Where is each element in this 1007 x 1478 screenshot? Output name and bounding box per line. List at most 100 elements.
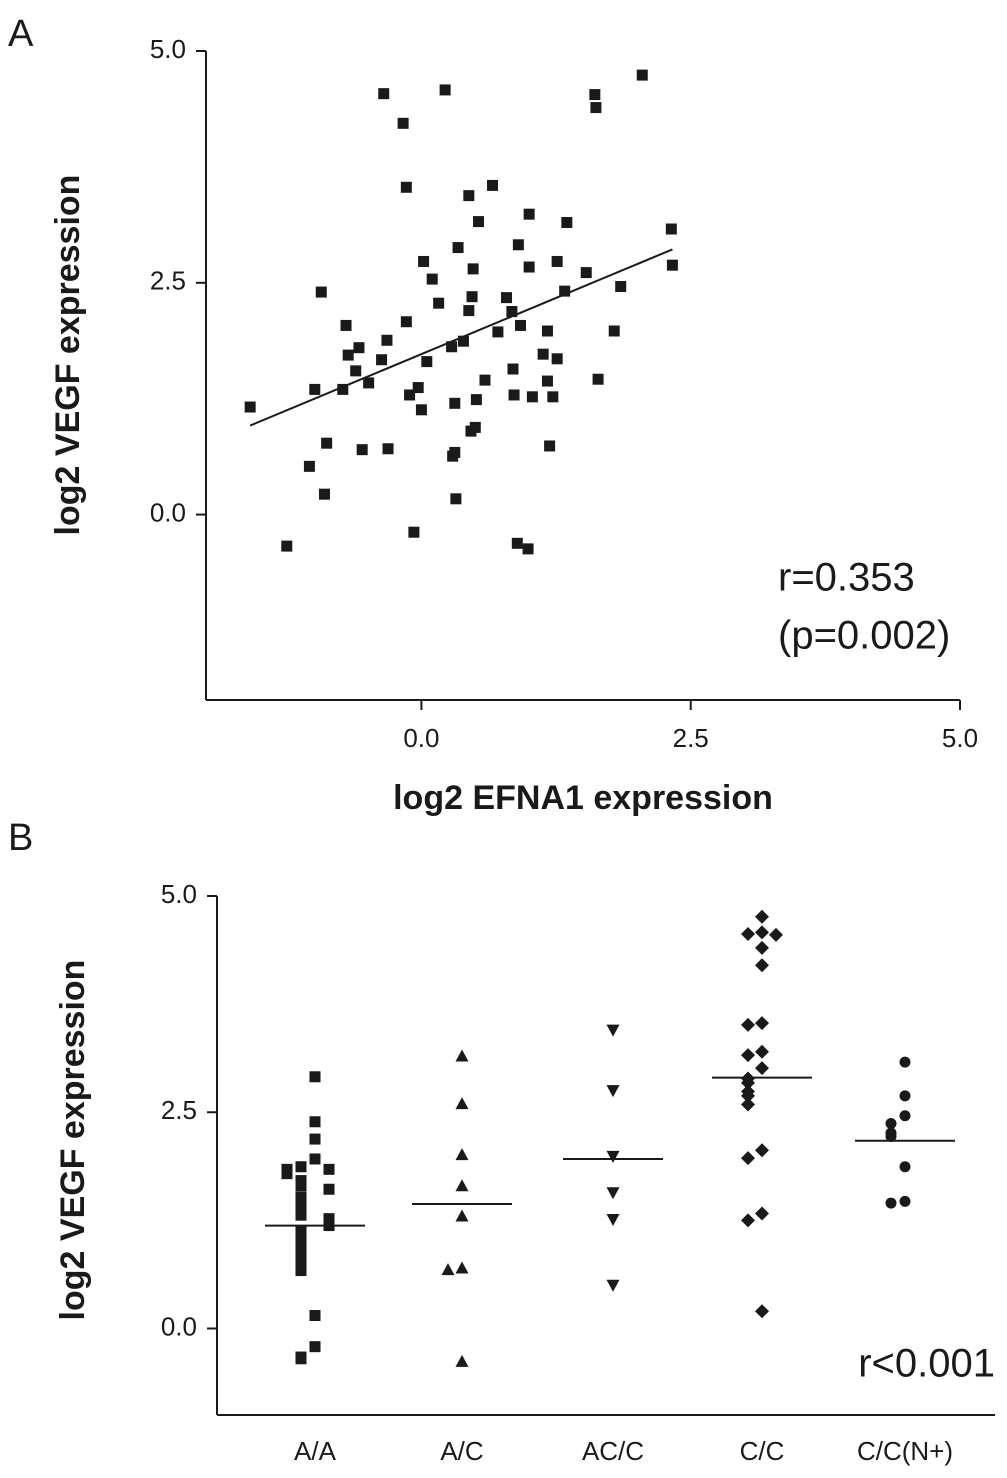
y-axis-title: log2 VEGF expression (54, 960, 92, 1321)
annotation: (p=0.002) (778, 614, 950, 658)
marker (473, 216, 485, 228)
marker (455, 1179, 469, 1192)
marker (551, 255, 563, 267)
marker (606, 1214, 620, 1227)
marker (408, 526, 420, 538)
marker (755, 1016, 769, 1031)
marker (522, 543, 534, 555)
marker (741, 1017, 755, 1032)
marker (400, 181, 412, 193)
marker (295, 1161, 307, 1173)
marker (469, 421, 481, 433)
marker (755, 1206, 769, 1221)
panel-label: B (8, 817, 33, 859)
marker (885, 1117, 897, 1129)
marker (755, 909, 769, 924)
marker (281, 1168, 293, 1180)
marker (515, 319, 527, 331)
marker (511, 537, 523, 549)
marker (455, 1097, 469, 1110)
marker (295, 1265, 307, 1277)
marker (309, 1153, 321, 1165)
marker (479, 374, 491, 386)
marker (470, 394, 482, 406)
marker (309, 383, 321, 395)
marker (755, 1061, 769, 1076)
y-tick-label: 2.5 (161, 1095, 197, 1125)
marker (455, 1148, 469, 1161)
marker (561, 217, 573, 229)
marker (244, 401, 256, 413)
marker (342, 349, 354, 361)
marker (755, 1143, 769, 1158)
fit-line (249, 248, 673, 427)
marker (309, 1341, 321, 1353)
marker (492, 326, 504, 338)
marker (512, 239, 524, 251)
marker (309, 1116, 321, 1128)
marker (337, 383, 349, 395)
marker (501, 292, 513, 304)
marker (318, 488, 330, 500)
marker (559, 285, 571, 297)
marker (885, 1197, 897, 1209)
marker (606, 1085, 620, 1098)
x-tick-label: 5.0 (942, 723, 978, 753)
marker (415, 404, 427, 416)
marker (899, 1195, 911, 1207)
y-tick-label: 5.0 (161, 879, 197, 909)
marker (295, 1209, 307, 1221)
marker (295, 1225, 307, 1237)
x-tick-label: A/A (294, 1436, 337, 1466)
marker (665, 223, 677, 235)
marker (452, 242, 464, 254)
marker (463, 305, 475, 317)
marker (741, 1075, 755, 1090)
marker (378, 88, 390, 100)
marker (439, 84, 451, 96)
marker (523, 261, 535, 273)
x-tick-label: AC/C (582, 1436, 644, 1466)
x-tick-label: A/C (440, 1436, 483, 1466)
marker (666, 259, 678, 271)
marker (487, 179, 499, 191)
marker (741, 1048, 755, 1063)
marker (455, 1209, 469, 1222)
marker (741, 1213, 755, 1228)
marker (315, 286, 327, 298)
marker (508, 389, 520, 401)
marker (412, 382, 424, 394)
marker (592, 373, 604, 385)
marker (404, 389, 416, 401)
marker (606, 1150, 620, 1163)
marker (421, 356, 433, 368)
marker (455, 1354, 469, 1367)
marker (309, 1071, 321, 1083)
marker (755, 958, 769, 973)
x-tick-label: C/C(N+) (857, 1436, 953, 1466)
x-tick-label: C/C (740, 1436, 785, 1466)
marker (506, 306, 518, 318)
marker (466, 291, 478, 303)
marker (295, 1191, 307, 1203)
marker (418, 255, 430, 267)
marker (755, 940, 769, 955)
x-tick-label: 0.0 (403, 723, 439, 753)
marker (295, 1257, 307, 1269)
marker (295, 1231, 307, 1243)
marker (356, 444, 368, 456)
marker (755, 1044, 769, 1059)
marker (885, 1130, 897, 1142)
marker (463, 190, 475, 202)
marker (309, 1310, 321, 1322)
marker (455, 1261, 469, 1274)
y-tick-label: 2.5 (150, 266, 186, 296)
annotation: r=0.353 (778, 556, 915, 600)
marker (741, 1151, 755, 1166)
marker (340, 319, 352, 331)
marker (295, 1239, 307, 1251)
marker (450, 493, 462, 505)
marker (376, 354, 388, 366)
marker (323, 1163, 335, 1175)
